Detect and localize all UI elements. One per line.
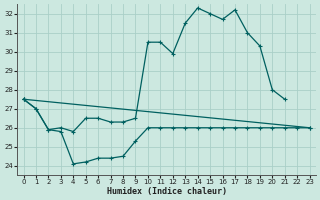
X-axis label: Humidex (Indice chaleur): Humidex (Indice chaleur) bbox=[107, 187, 227, 196]
